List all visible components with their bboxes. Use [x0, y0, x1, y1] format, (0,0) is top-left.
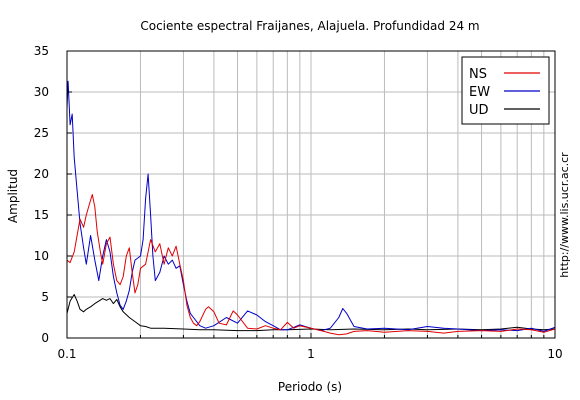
- y-tick-label: 30: [34, 85, 49, 99]
- legend-label-ns: NS: [469, 67, 487, 82]
- y-axis-label: Amplitud: [6, 169, 20, 223]
- legend-label-ew: EW: [469, 85, 490, 100]
- legend: NS EW UD: [461, 56, 550, 125]
- series-line-ns: [66, 194, 556, 336]
- y-tick-label: 35: [34, 44, 49, 58]
- y-tick-label: 5: [41, 290, 49, 304]
- y-tick-label: 0: [41, 331, 49, 345]
- x-axis-label: Periodo (s): [278, 380, 342, 394]
- y-tick-label: 10: [34, 249, 49, 263]
- y-tick-label: 25: [34, 126, 49, 140]
- chart-title: Cociente espectral Fraijanes, Alajuela. …: [140, 19, 479, 33]
- side-note: http://www.lis.ucr.ac.cr: [558, 152, 571, 278]
- x-tick-label: 1: [307, 347, 315, 361]
- x-tick-label: 0.1: [57, 347, 76, 361]
- series-group: [66, 80, 556, 336]
- series-line-ud: [66, 294, 556, 332]
- y-tick-label: 20: [34, 167, 49, 181]
- x-tick-label: 10: [547, 347, 562, 361]
- axis-ticks: 0.1 1 10 0 5 10 15 20 25 30 35: [34, 44, 563, 361]
- legend-label-ud: UD: [469, 103, 489, 118]
- y-tick-label: 15: [34, 208, 49, 222]
